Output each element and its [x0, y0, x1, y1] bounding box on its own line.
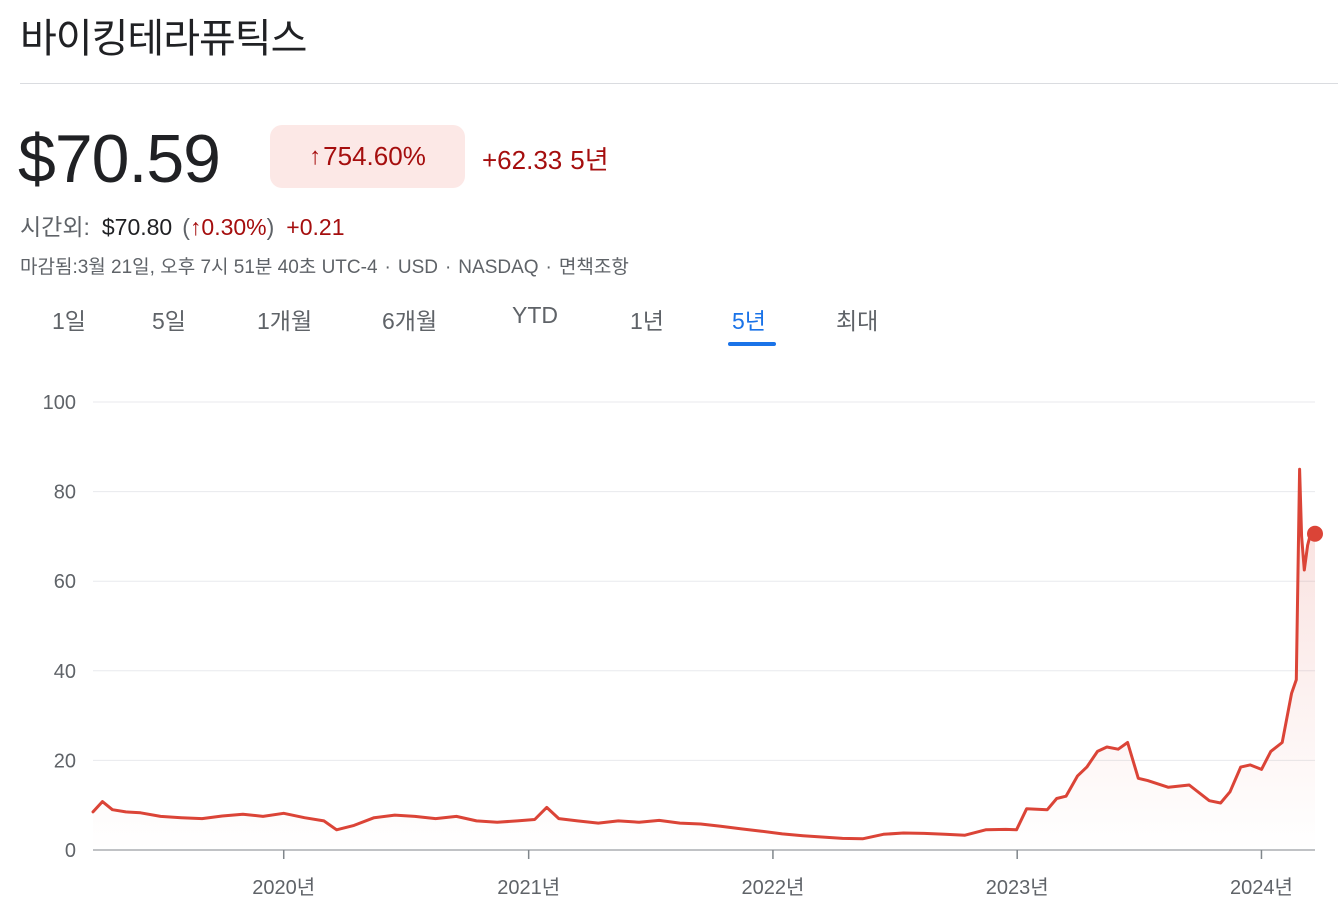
x-tick-label: 2022년 — [741, 876, 804, 899]
price-chart[interactable]: 100 80 60 40 20 0 2020년 2021년 2022년 2023년 2024년 — [0, 380, 1338, 908]
tab-ytd[interactable]: YTD — [512, 302, 558, 328]
change-percent: 754.60% — [323, 141, 426, 171]
after-hours-open-paren: ( — [182, 214, 190, 240]
y-tick-label: 0 — [65, 840, 76, 862]
header-divider — [20, 83, 1338, 84]
x-tick-label: 2021년 — [497, 876, 560, 899]
company-title: 바이킹테라퓨틱스 — [20, 16, 307, 62]
latest-price-marker — [1307, 525, 1323, 542]
after-hours-close-paren: ) — [266, 214, 275, 240]
meta-separator: · — [545, 257, 552, 278]
active-tab-underline — [728, 342, 776, 346]
after-hours-change: +0.21 — [286, 214, 345, 240]
exchange: NASDAQ — [458, 257, 539, 278]
meta-separator: · — [384, 257, 391, 278]
meta-separator: · — [444, 257, 452, 278]
change-percent-badge: ↑ 754.60% — [270, 125, 465, 188]
change-amount: +62.33 — [482, 145, 563, 175]
change-absolute: +62.33 5년 — [482, 140, 609, 177]
tab-1d[interactable]: 1일 — [52, 308, 86, 334]
change-period: 5년 — [570, 145, 609, 175]
quote-meta: 마감됨:3월 21일, 오후 7시 51분 40초 UTC-4 · USD · NASD… — [20, 252, 629, 279]
after-hours-row: 시간외: $70.80 (↑0.30%) +0.21 — [20, 208, 345, 242]
tab-5d[interactable]: 5일 — [152, 308, 186, 334]
arrow-up-icon: ↑ — [189, 214, 202, 240]
y-tick-label: 20 — [54, 750, 76, 772]
tab-max[interactable]: 최대 — [836, 308, 879, 334]
range-tabs: 1일 5일 1개월 6개월 YTD 1년 5년 최대 — [0, 302, 1000, 347]
disclaimer-link[interactable]: 면책조항 — [558, 257, 629, 278]
y-tick-label: 60 — [54, 571, 76, 593]
arrow-up-icon: ↑ — [309, 142, 322, 170]
x-tick-label: 2020년 — [252, 876, 315, 899]
currency: USD — [397, 257, 438, 278]
price-line — [91, 467, 1317, 841]
market-closed-time: 마감됨:3월 21일, 오후 7시 51분 40초 UTC-4 — [20, 257, 378, 278]
x-tick-label: 2024년 — [1230, 876, 1293, 899]
y-tick-label: 100 — [43, 392, 76, 414]
after-hours-label: 시간외: — [20, 214, 90, 240]
after-hours-price: $70.80 — [101, 214, 173, 240]
price-area-fill — [93, 469, 1315, 850]
tab-1y[interactable]: 1년 — [630, 308, 664, 334]
x-tick-label: 2023년 — [986, 876, 1049, 899]
tab-1m[interactable]: 1개월 — [257, 308, 313, 334]
y-tick-label: 80 — [54, 482, 76, 504]
y-tick-label: 40 — [54, 661, 76, 683]
after-hours-percent: 0.30% — [201, 214, 267, 240]
current-price: $70.59 — [18, 121, 221, 197]
tab-5y[interactable]: 5년 — [732, 308, 766, 334]
tab-6m[interactable]: 6개월 — [382, 308, 438, 334]
